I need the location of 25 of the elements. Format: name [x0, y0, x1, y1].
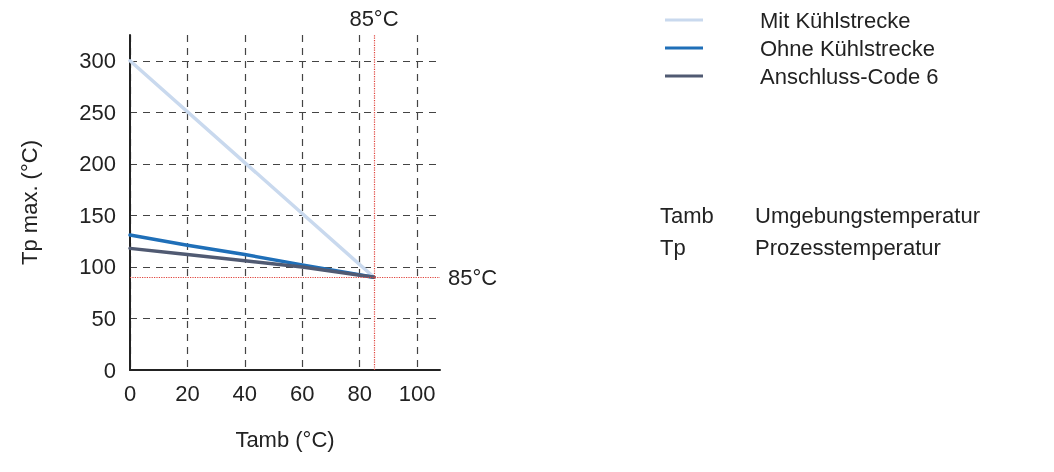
x-tick-label: 0 [123, 380, 137, 406]
text: Prozesstemperatur [755, 234, 941, 260]
ref-line-label: 85°C [349, 5, 399, 31]
x-tick-label: 40 [232, 380, 258, 406]
x-tick-label: 60 [289, 380, 315, 406]
y-tick-label: 150 [79, 202, 116, 228]
y-tick-label: 250 [79, 99, 116, 125]
text: Umgebungstemperatur [755, 202, 981, 228]
text: Ohne Kühlstrecke [760, 35, 935, 61]
text: Anschluss-Code 6 [760, 63, 939, 89]
y-tick-label: 50 [91, 305, 116, 331]
line-series [128, 246, 376, 279]
x-tick-label: 100 [398, 380, 436, 406]
text: Tamb [660, 202, 714, 228]
y-tick-label: 200 [79, 151, 116, 177]
y-tick-label: 100 [79, 254, 116, 280]
x-tick-label: 20 [175, 380, 200, 406]
text: Mit Kühlstrecke [760, 7, 911, 33]
x-axis-title: Tamb (°C) [235, 426, 335, 452]
y-axis-title: Tp max. (°C) [16, 140, 42, 265]
y-tick-label: 300 [79, 48, 116, 74]
text: Tp [660, 234, 686, 260]
ref-line-label: 85°C [448, 264, 498, 290]
y-tick-label: 0 [103, 357, 116, 383]
x-tick-label: 80 [347, 380, 372, 406]
